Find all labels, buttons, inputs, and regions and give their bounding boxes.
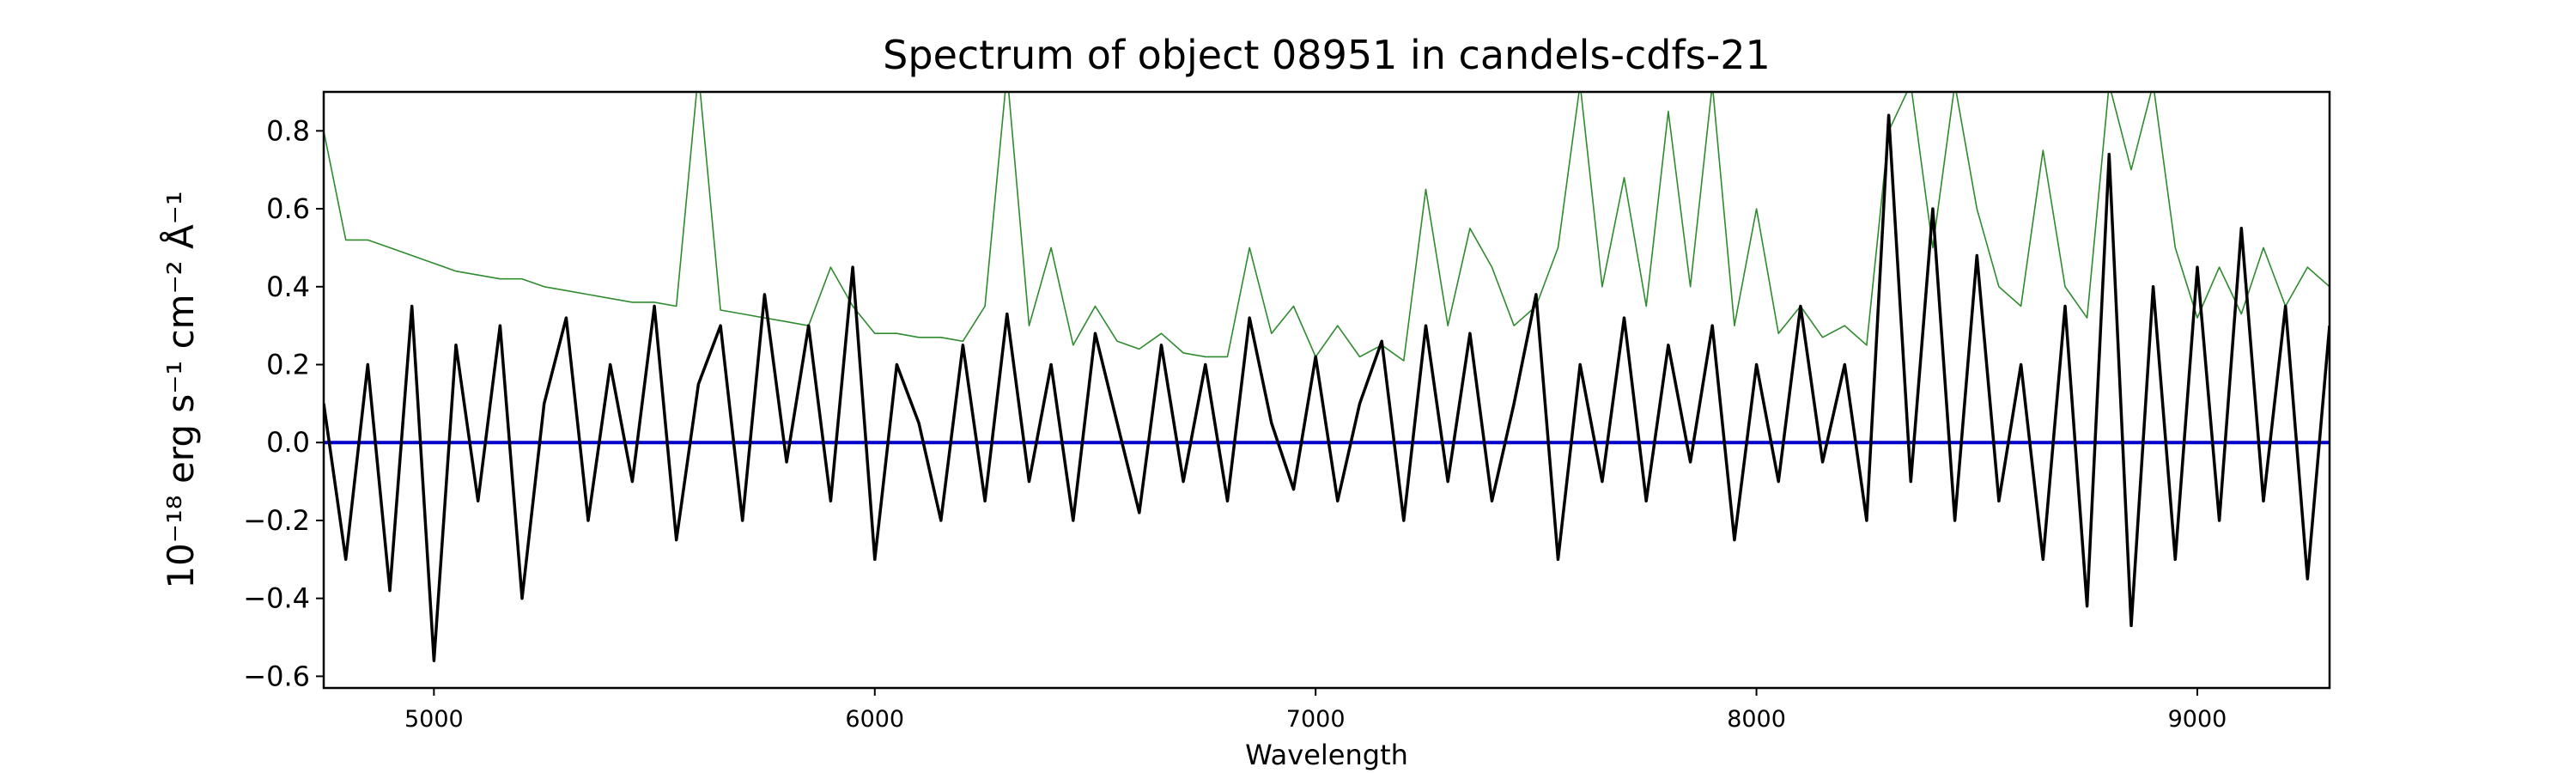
x-axis-label: Wavelength [1245,739,1408,771]
y-tick-label: 0.0 [266,426,310,459]
series-line [324,113,2330,662]
x-tick-label: 5000 [404,706,464,733]
y-tick-label: −0.6 [243,660,310,692]
y-tick-label: −0.4 [243,582,310,615]
axes-frame [322,90,2331,690]
y-tick-label: 0.4 [266,271,310,303]
y-tick-label: 0.2 [266,349,310,381]
x-tick-label: 8000 [1727,706,1786,733]
y-axis-label: 10⁻¹⁸ erg s⁻¹ cm⁻² Å⁻¹ [159,191,202,588]
x-tick-label: 9000 [2168,706,2227,733]
series-line [324,92,2330,362]
chart-title: Spectrum of object 08951 in candels-cdfs… [883,32,1771,78]
y-tick-label: 0.8 [266,114,310,147]
x-tick-label: 7000 [1286,706,1346,733]
y-tick-label: 0.6 [266,192,310,225]
plot-area [324,92,2330,662]
y-tick-label: −0.2 [243,504,310,537]
x-tick-label: 6000 [845,706,904,733]
